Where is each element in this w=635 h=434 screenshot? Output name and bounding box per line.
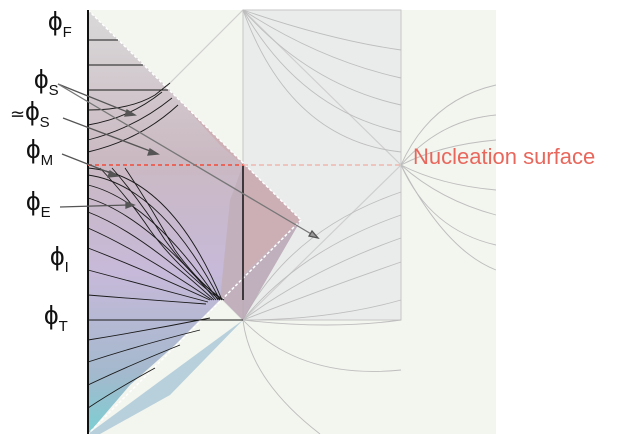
- lower-wedge: [88, 320, 243, 434]
- exterior-curves: [242, 9, 497, 434]
- label-phi-t: ϕT: [44, 300, 68, 335]
- field-lines-lower: [87, 167, 243, 409]
- label-approx-phi-s: ≃ϕS: [10, 96, 50, 131]
- annotation-arrows: [57, 83, 320, 240]
- label-phi-i: ϕI: [50, 241, 69, 276]
- label-phi-s: ϕS: [34, 64, 59, 99]
- label-phi-e: ϕE: [26, 186, 51, 221]
- label-phi-m: ϕM: [26, 134, 53, 169]
- light-cone-edges: [87, 9, 302, 434]
- nucleation-surface-label: Nucleation surface: [413, 144, 595, 169]
- label-phi-f: ϕF: [48, 6, 72, 41]
